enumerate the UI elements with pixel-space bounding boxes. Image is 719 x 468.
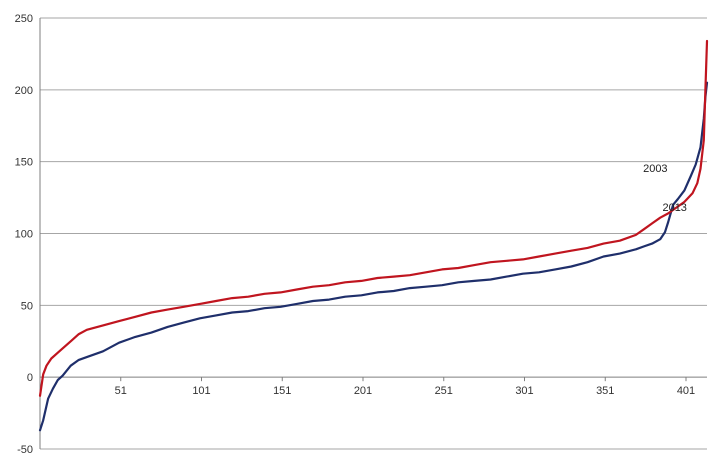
y-axis-ticks: -50 0 50 100 150 200 250: [15, 13, 33, 456]
x-tick-label: 251: [435, 385, 453, 397]
x-tick-label: 151: [273, 385, 291, 397]
x-tick-label: 51: [115, 385, 127, 397]
y-tick-label: 200: [15, 85, 33, 97]
y-tick-label: 50: [21, 300, 33, 312]
gridlines: [40, 17, 707, 450]
x-tick-label: 401: [677, 385, 695, 397]
x-tick-label: 301: [515, 385, 533, 397]
series-line-2003: [38, 81, 709, 432]
series-lines: [38, 39, 709, 432]
x-tick-label: 351: [596, 385, 614, 397]
series-line-2013: [38, 39, 709, 397]
x-tick-label: 101: [192, 385, 210, 397]
y-tick-label: 0: [27, 372, 33, 384]
y-tick-label: 100: [15, 229, 33, 241]
y-tick-label: 250: [15, 13, 33, 25]
x-axis-ticks: 51 101 151 201 251 301 351 401: [115, 377, 695, 397]
y-tick-label: 150: [15, 157, 33, 169]
x-tick-label: 201: [354, 385, 372, 397]
series-labels: 2003 2013: [643, 163, 687, 214]
series-label-2003: 2003: [643, 163, 667, 175]
series-label-2013: 2013: [662, 202, 686, 214]
axes: [39, 18, 707, 449]
y-tick-label: -50: [17, 444, 33, 456]
